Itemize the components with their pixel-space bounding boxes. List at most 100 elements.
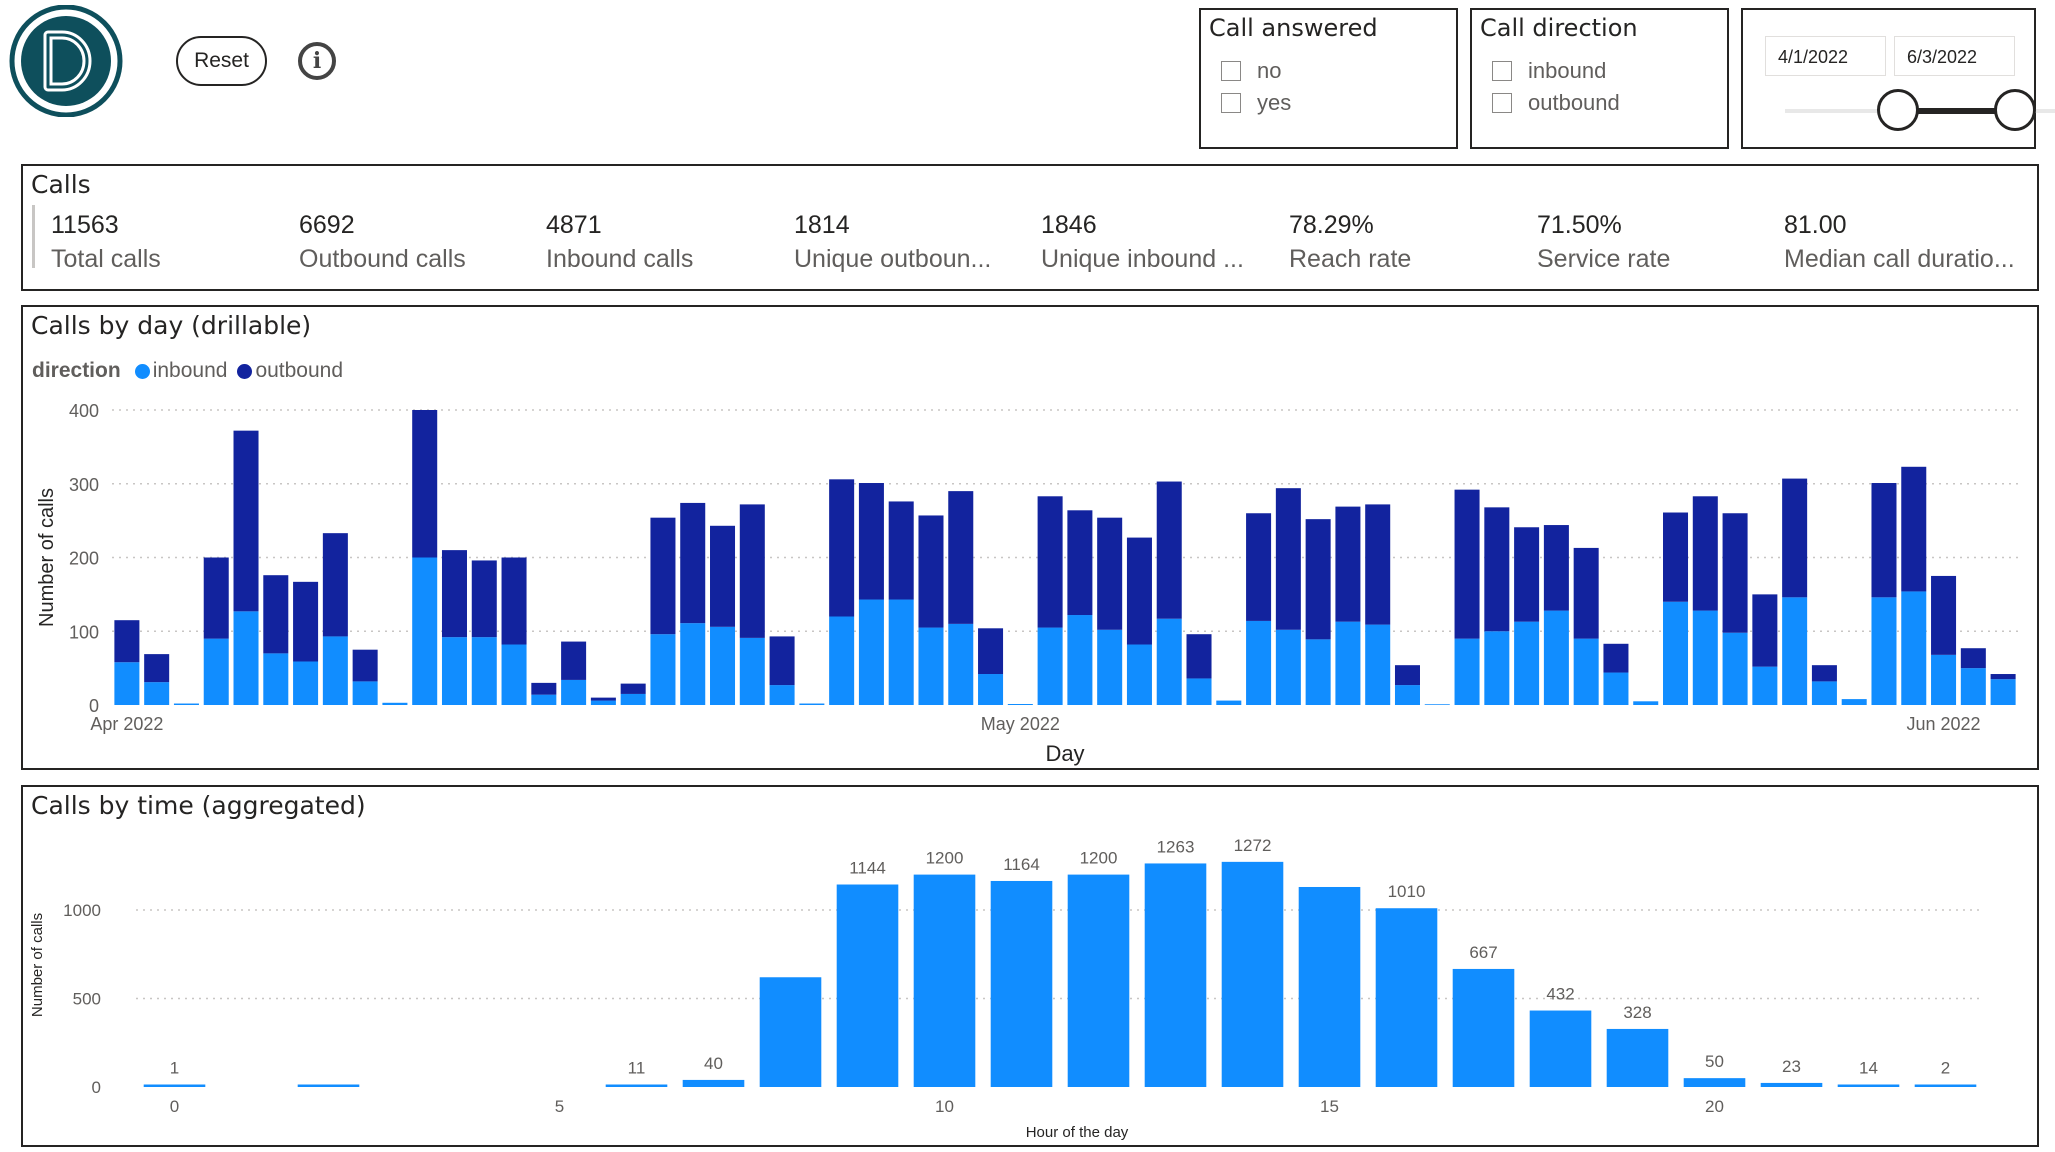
answered-option-no[interactable]: no — [1221, 58, 1281, 84]
y-tick-label: 500 — [73, 990, 101, 1009]
kpi-value: 78.29% — [1289, 211, 1374, 239]
x-axis-title: Hour of the day — [1026, 1124, 1129, 1141]
bar-inbound — [1067, 615, 1093, 705]
direction-option-outbound[interactable]: outbound — [1492, 90, 1620, 116]
range-start-handle[interactable] — [1877, 89, 1919, 131]
bar-inbound — [203, 638, 229, 705]
bar-outbound — [441, 550, 467, 638]
logo-graphic — [9, 4, 123, 118]
checkbox[interactable] — [1492, 61, 1512, 81]
kpi-value: 1814 — [794, 211, 850, 239]
checkbox[interactable] — [1221, 61, 1241, 81]
legend-dot — [237, 363, 253, 379]
bar-outbound — [1037, 496, 1063, 628]
bar-outbound — [1722, 513, 1748, 633]
kpi-value: 81.00 — [1784, 211, 1847, 239]
bar-inbound — [1871, 597, 1897, 705]
start-date-input[interactable]: 4/1/2022 — [1765, 36, 1886, 76]
bar-inbound — [680, 623, 706, 705]
bar-inbound — [1454, 638, 1480, 705]
data-label: 667 — [1469, 943, 1497, 962]
bar-hour — [1760, 1082, 1823, 1087]
bar-outbound — [1275, 488, 1301, 630]
bar-outbound — [1960, 648, 1986, 669]
y-tick-label: 1000 — [63, 901, 101, 920]
bar-hour — [605, 1084, 668, 1087]
legend-item-outbound[interactable]: outbound — [237, 359, 343, 383]
kpi-label: Total calls — [51, 245, 161, 273]
bar-outbound — [650, 517, 676, 635]
answered-option-yes[interactable]: yes — [1221, 90, 1291, 116]
x-tick-label: May 2022 — [981, 714, 1060, 734]
y-axis-title: Number of calls — [29, 913, 46, 1017]
bar-inbound — [1424, 704, 1450, 705]
bar-inbound — [1216, 700, 1242, 705]
bar-outbound — [1365, 504, 1391, 625]
bar-outbound — [263, 575, 289, 654]
y-tick-label: 400 — [69, 401, 99, 421]
calls-by-day-chart[interactable]: Calls by day (drillable) direction inbou… — [21, 305, 2039, 770]
bar-inbound — [1990, 679, 2016, 705]
bar-outbound — [1573, 547, 1599, 639]
bar-outbound — [233, 430, 259, 612]
bar-inbound — [769, 685, 795, 705]
kpi-label: Outbound calls — [299, 245, 466, 273]
bar-inbound — [263, 653, 289, 705]
bar-inbound — [1633, 701, 1659, 705]
bar-inbound — [144, 682, 170, 705]
kpi-label: Service rate — [1537, 245, 1671, 273]
kpi-label: Unique outboun... — [794, 245, 992, 273]
checkbox[interactable] — [1492, 93, 1512, 113]
bar-inbound — [620, 693, 646, 705]
bar-outbound — [1305, 519, 1331, 640]
option-label: yes — [1257, 90, 1292, 115]
option-label: inbound — [1528, 58, 1607, 83]
kpi-label: Median call duratio... — [1784, 245, 2015, 273]
bar-outbound — [739, 504, 765, 638]
legend-title: direction — [32, 359, 121, 382]
bar-inbound — [1603, 672, 1629, 705]
x-tick-label: 0 — [170, 1097, 179, 1116]
kpi-value: 11563 — [51, 211, 119, 239]
kpi-divider — [32, 205, 35, 268]
kpi-total-calls: 11563 Total calls — [51, 208, 291, 276]
bar-outbound — [293, 581, 319, 662]
bar-inbound — [561, 679, 587, 705]
bar-inbound — [1573, 638, 1599, 705]
bar-outbound — [471, 560, 497, 638]
bar-inbound — [799, 703, 825, 705]
legend-item-inbound[interactable]: inbound — [134, 359, 228, 383]
bar-inbound — [1335, 621, 1361, 705]
bar-inbound — [1484, 631, 1510, 705]
bar-inbound — [1365, 624, 1391, 705]
legend-label: inbound — [152, 359, 228, 382]
data-label: 1164 — [1003, 855, 1040, 874]
bar-outbound — [1246, 513, 1272, 621]
bar-inbound — [412, 557, 438, 705]
bar-inbound — [1782, 597, 1808, 705]
bar-inbound — [829, 616, 855, 705]
bar-outbound — [322, 533, 348, 637]
bar-inbound — [173, 703, 199, 705]
reset-button[interactable]: Reset — [176, 36, 267, 86]
calls-by-time-chart[interactable]: Calls by time (aggregated) 0 500 1000 1 11 40… — [21, 785, 2039, 1147]
bar-outbound — [531, 682, 557, 695]
bar-hour — [1375, 908, 1438, 1087]
end-date-input[interactable]: 6/3/2022 — [1894, 36, 2015, 76]
data-label: 2 — [1941, 1059, 1950, 1078]
direction-option-inbound[interactable]: inbound — [1492, 58, 1606, 84]
data-label: 328 — [1623, 1003, 1651, 1022]
bar-outbound — [829, 479, 855, 617]
bar-inbound — [1663, 601, 1689, 705]
bar-inbound — [710, 626, 736, 705]
bar-inbound — [1931, 654, 1957, 705]
bar-outbound — [620, 683, 646, 694]
checkbox[interactable] — [1221, 93, 1241, 113]
calls-kpi-card: Calls 11563 Total calls 6692 Outbound ca… — [21, 164, 2039, 291]
range-end-handle[interactable] — [1994, 89, 2036, 131]
bar-hour — [1144, 863, 1207, 1087]
info-icon[interactable]: i — [298, 42, 336, 80]
slicer-title: Call direction — [1480, 14, 1638, 42]
legend-dot — [134, 363, 150, 379]
bar-inbound — [1305, 639, 1331, 705]
